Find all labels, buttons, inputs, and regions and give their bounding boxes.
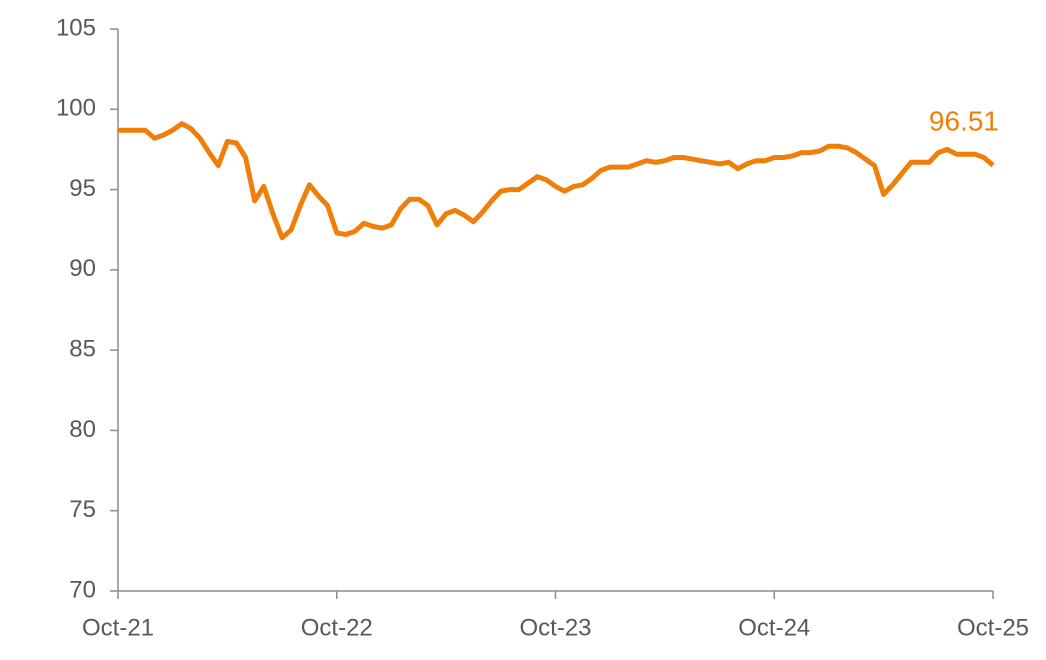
x-tick-label: Oct-23 (519, 614, 591, 641)
y-tick-label: 105 (56, 14, 96, 41)
x-tick-label: Oct-24 (738, 614, 810, 641)
y-tick-label: 90 (69, 255, 96, 282)
x-tick-label: Oct-25 (957, 614, 1029, 641)
line (118, 121, 995, 241)
y-tick-label: 80 (69, 416, 96, 443)
y-tick-label: 100 (56, 95, 96, 122)
y-tick-label: 70 (69, 576, 96, 603)
y-tick-label: 85 (69, 335, 96, 362)
x-tick-label: Oct-22 (301, 614, 373, 641)
y-tick-label: 75 (69, 496, 96, 523)
y-tick-label: 95 (69, 175, 96, 202)
end-value-label: 96.51 (929, 106, 999, 137)
x-tick-label: Oct-21 (82, 614, 154, 641)
